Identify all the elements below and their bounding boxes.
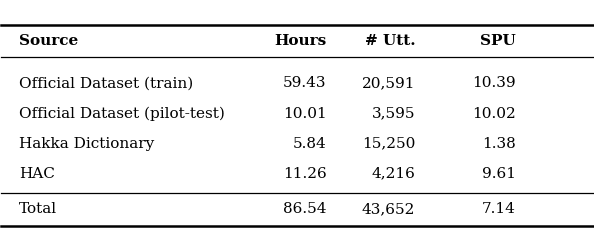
- Text: # Utt.: # Utt.: [365, 34, 415, 48]
- Text: 86.54: 86.54: [283, 202, 327, 216]
- Text: 9.61: 9.61: [482, 167, 516, 181]
- Text: Official Dataset (train): Official Dataset (train): [19, 77, 194, 91]
- Text: Source: Source: [19, 34, 78, 48]
- Text: 43,652: 43,652: [362, 202, 415, 216]
- Text: Hakka Dictionary: Hakka Dictionary: [19, 137, 154, 151]
- Text: 15,250: 15,250: [362, 137, 415, 151]
- Text: 11.26: 11.26: [283, 167, 327, 181]
- Text: 10.02: 10.02: [472, 106, 516, 121]
- Text: 1.38: 1.38: [482, 137, 516, 151]
- Text: Official Dataset (pilot-test): Official Dataset (pilot-test): [19, 106, 225, 121]
- Text: 10.01: 10.01: [283, 106, 327, 121]
- Text: 3,595: 3,595: [372, 106, 415, 121]
- Text: 10.39: 10.39: [472, 77, 516, 91]
- Text: 5.84: 5.84: [293, 137, 327, 151]
- Text: 20,591: 20,591: [362, 77, 415, 91]
- Text: Total: Total: [19, 202, 57, 216]
- Text: 4,216: 4,216: [371, 167, 415, 181]
- Text: HAC: HAC: [19, 167, 55, 181]
- Text: 7.14: 7.14: [482, 202, 516, 216]
- Text: SPU: SPU: [480, 34, 516, 48]
- Text: 59.43: 59.43: [283, 77, 327, 91]
- Text: Hours: Hours: [274, 34, 327, 48]
